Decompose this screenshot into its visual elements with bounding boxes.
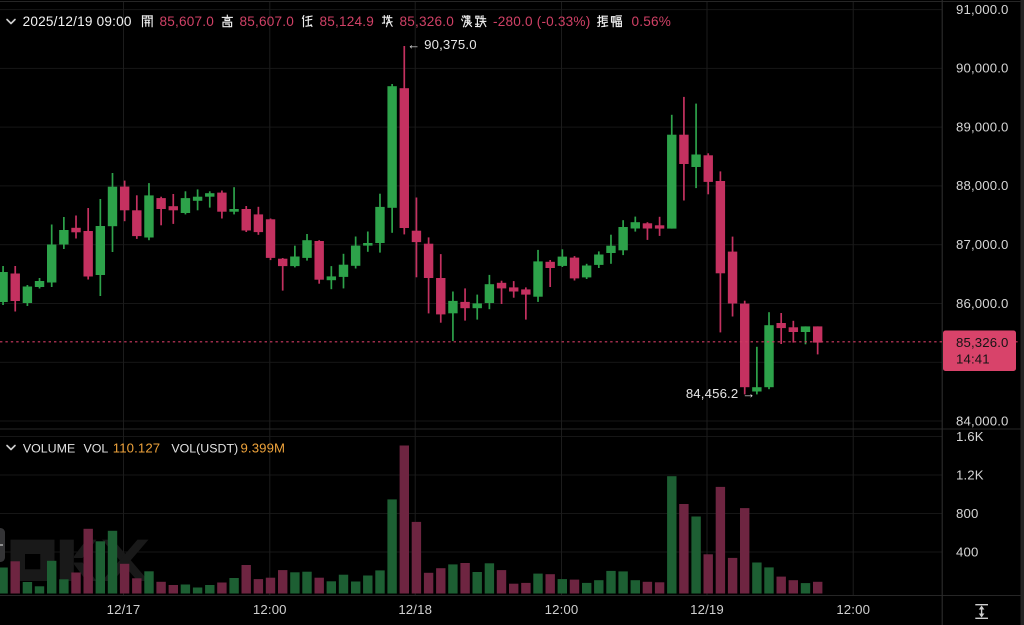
svg-text:12/17: 12/17 bbox=[107, 602, 141, 617]
svg-text:12:00: 12:00 bbox=[836, 602, 870, 617]
svg-text:84,456.2 →: 84,456.2 → bbox=[686, 386, 756, 401]
svg-text:85,607.0: 85,607.0 bbox=[240, 14, 295, 29]
svg-text:VOL(USDT): VOL(USDT) bbox=[171, 442, 238, 456]
svg-text:2025/12/19 09:00: 2025/12/19 09:00 bbox=[23, 14, 132, 29]
svg-text:85,326.0: 85,326.0 bbox=[956, 335, 1009, 350]
svg-text:12/18: 12/18 bbox=[398, 602, 432, 617]
svg-text:14:41: 14:41 bbox=[956, 352, 990, 367]
svg-text:1.2K: 1.2K bbox=[956, 467, 984, 482]
svg-text:84,000.0: 84,000.0 bbox=[956, 413, 1009, 428]
svg-text:-280.0 (-0.33%): -280.0 (-0.33%) bbox=[493, 14, 590, 29]
svg-text:85,326.0: 85,326.0 bbox=[400, 14, 455, 29]
svg-text:9.399M: 9.399M bbox=[241, 441, 286, 456]
svg-text:85,607.0: 85,607.0 bbox=[160, 14, 215, 29]
svg-text:12/19: 12/19 bbox=[690, 602, 724, 617]
svg-text:89,000.0: 89,000.0 bbox=[956, 119, 1009, 134]
svg-text:1.6K: 1.6K bbox=[956, 429, 984, 444]
svg-text:90,000.0: 90,000.0 bbox=[956, 61, 1009, 76]
svg-text:85,124.9: 85,124.9 bbox=[320, 14, 375, 29]
svg-text:87,000.0: 87,000.0 bbox=[956, 237, 1009, 252]
svg-text:88,000.0: 88,000.0 bbox=[956, 178, 1009, 193]
svg-text:86,000.0: 86,000.0 bbox=[956, 296, 1009, 311]
svg-text:800: 800 bbox=[956, 506, 978, 521]
svg-text:VOLUME: VOLUME bbox=[23, 442, 75, 456]
svg-text:← 90,375.0: ← 90,375.0 bbox=[407, 37, 477, 52]
svg-text:400: 400 bbox=[956, 544, 978, 559]
svg-text:VOL: VOL bbox=[84, 442, 109, 456]
svg-text:91,000.0: 91,000.0 bbox=[956, 2, 1009, 17]
svg-text:12:00: 12:00 bbox=[253, 602, 287, 617]
svg-text:0.56%: 0.56% bbox=[632, 14, 672, 29]
svg-text:110.127: 110.127 bbox=[113, 441, 160, 456]
svg-text:12:00: 12:00 bbox=[545, 602, 579, 617]
